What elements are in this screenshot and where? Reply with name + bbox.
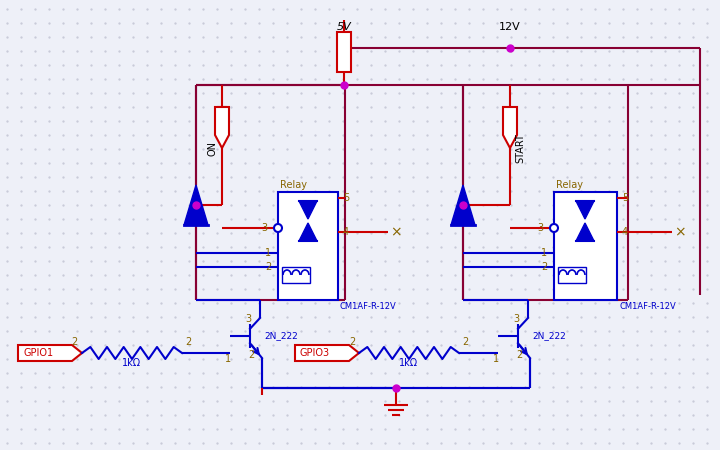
Text: 3: 3 (513, 314, 519, 324)
Text: 3: 3 (537, 223, 543, 233)
Text: 5V: 5V (337, 22, 351, 32)
Polygon shape (299, 201, 317, 219)
Text: 3: 3 (245, 314, 251, 324)
Text: ON: ON (207, 140, 217, 156)
Text: 5: 5 (622, 193, 628, 203)
Bar (282, 267, 310, 283)
Text: 1kΩ: 1kΩ (122, 358, 142, 368)
Text: GPIO3: GPIO3 (300, 348, 330, 358)
Circle shape (274, 224, 282, 232)
Text: 2: 2 (72, 337, 78, 347)
Text: START: START (515, 133, 525, 163)
Text: 2: 2 (248, 350, 254, 360)
Text: 2: 2 (348, 337, 355, 347)
Bar (337, 32, 351, 72)
Polygon shape (215, 107, 229, 148)
Text: 2: 2 (462, 337, 468, 347)
Polygon shape (576, 201, 594, 219)
Polygon shape (576, 223, 594, 241)
Text: GPIO1: GPIO1 (23, 348, 53, 358)
Text: 2: 2 (185, 337, 192, 347)
Text: ×: × (674, 225, 685, 239)
Bar (278, 192, 338, 300)
Text: 2: 2 (265, 262, 271, 272)
Text: CM1AF-R-12V: CM1AF-R-12V (340, 302, 397, 311)
Circle shape (550, 224, 558, 232)
Text: 4: 4 (343, 227, 349, 237)
Polygon shape (451, 185, 475, 225)
Text: CM1AF-R-12V: CM1AF-R-12V (619, 302, 676, 311)
Polygon shape (503, 107, 517, 148)
Polygon shape (299, 223, 317, 241)
Text: 4: 4 (622, 227, 628, 237)
Text: 2N_222: 2N_222 (264, 332, 298, 341)
Polygon shape (18, 345, 82, 361)
Text: 1: 1 (493, 354, 499, 364)
Text: 5: 5 (343, 193, 349, 203)
Polygon shape (184, 185, 208, 225)
Text: 1kΩ: 1kΩ (400, 358, 418, 368)
Text: 3: 3 (261, 223, 267, 233)
Text: 2N_222: 2N_222 (532, 332, 566, 341)
Text: Relay: Relay (280, 180, 307, 190)
Text: 1: 1 (265, 248, 271, 258)
Text: 12V: 12V (499, 22, 521, 32)
Text: Relay: Relay (556, 180, 583, 190)
Text: 2: 2 (516, 350, 522, 360)
Text: 1: 1 (541, 248, 547, 258)
Text: 1: 1 (225, 354, 231, 364)
Text: ×: × (390, 225, 402, 239)
Polygon shape (295, 345, 359, 361)
Bar (558, 267, 586, 283)
Text: 2: 2 (541, 262, 547, 272)
Bar (554, 192, 617, 300)
